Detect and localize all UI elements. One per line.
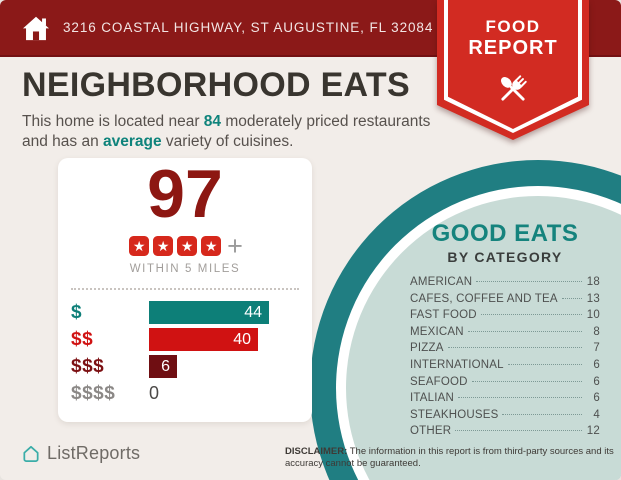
category-value: 6 bbox=[593, 375, 600, 388]
category-value: 6 bbox=[593, 392, 600, 405]
page-subtitle: This home is located near 84 moderately … bbox=[22, 113, 431, 151]
category-row: AMERICAN 18 bbox=[410, 276, 600, 293]
dotted-leader bbox=[507, 363, 582, 365]
category-row: OTHER 12 bbox=[410, 425, 600, 442]
category-label: FAST FOOD bbox=[410, 309, 477, 322]
category-label: SEAFOOD bbox=[410, 375, 468, 388]
star-rating: ★ ★ ★ ★ + bbox=[58, 230, 312, 261]
category-value: 7 bbox=[593, 342, 600, 355]
price-tier-label: $$ bbox=[71, 328, 94, 350]
category-row: INTERNATIONAL 6 bbox=[410, 359, 600, 376]
price-bar-value: 6 bbox=[161, 357, 170, 375]
category-value: 13 bbox=[586, 292, 600, 305]
category-value: 12 bbox=[586, 425, 600, 438]
category-value: 6 bbox=[593, 358, 600, 371]
disclaimer-text: The information in this report is from t… bbox=[285, 446, 614, 470]
category-value: 10 bbox=[586, 309, 600, 322]
price-bar: 44 bbox=[149, 301, 269, 324]
logo-text: ListReports bbox=[47, 443, 141, 463]
category-value: 18 bbox=[586, 276, 600, 288]
dotted-leader bbox=[476, 281, 582, 282]
category-label: INTERNATIONAL bbox=[410, 358, 504, 371]
category-value: 8 bbox=[593, 325, 600, 338]
dotted-leader bbox=[455, 430, 582, 432]
price-tier-label: $ bbox=[71, 301, 83, 323]
star-icon: ★ bbox=[153, 235, 174, 256]
disclaimer: DISCLAIMER: The information in this repo… bbox=[285, 446, 617, 471]
radius-label: WITHIN 5 MILES bbox=[129, 263, 241, 275]
category-row: ITALIAN 6 bbox=[410, 392, 600, 409]
price-row: $$$ 6 bbox=[71, 355, 299, 378]
category-label: STEAKHOUSES bbox=[410, 408, 499, 421]
category-row: STEAKHOUSES 4 bbox=[410, 409, 600, 426]
category-row: PIZZA 7 bbox=[410, 342, 600, 359]
restaurant-score: 97 bbox=[147, 158, 223, 232]
price-row: $$ 40 bbox=[71, 328, 299, 351]
dotted-leader bbox=[458, 397, 582, 399]
star-icon: ★ bbox=[129, 235, 150, 256]
category-row: CAFES, COFFEE AND TEA 13 bbox=[410, 293, 600, 310]
price-row: $$$$ 0 bbox=[71, 382, 299, 405]
category-row: MEXICAN 8 bbox=[410, 326, 600, 343]
address-text: 3216 COASTAL HIGHWAY, ST AUGUSTINE, FL 3… bbox=[63, 20, 434, 35]
dotted-leader bbox=[467, 330, 582, 332]
house-icon bbox=[23, 16, 49, 40]
category-label: ITALIAN bbox=[410, 392, 455, 405]
category-list: AMERICAN 18 CAFES, COFFEE AND TEA 13 FAST FO… bbox=[410, 276, 600, 442]
dotted-leader bbox=[561, 297, 582, 299]
price-bar: 6 bbox=[149, 355, 177, 378]
price-tier-label: $$$ bbox=[71, 355, 105, 377]
dotted-leader bbox=[471, 380, 582, 382]
score-card: 97 ★ ★ ★ ★ + WITHIN 5 MILES $44 $$ 40 $$$ 6 $$$$ 0 bbox=[58, 158, 312, 422]
price-bar-value: 40 bbox=[233, 330, 251, 348]
category-row: SEAFOOD 6 bbox=[410, 376, 600, 393]
price-bar: 40 bbox=[149, 328, 258, 351]
price-row: $44 bbox=[71, 301, 299, 324]
star-icon: ★ bbox=[177, 235, 198, 256]
price-bar-chart: $44 $$ 40 $$$ 6 $$$$ 0 bbox=[58, 301, 312, 405]
dotted-leader bbox=[502, 413, 582, 415]
badge-title-line2: REPORT bbox=[468, 37, 558, 59]
variety-highlight: average bbox=[103, 133, 162, 151]
dotted-leader bbox=[447, 347, 582, 349]
logo-house-icon bbox=[23, 445, 39, 462]
plus-icon: + bbox=[227, 230, 243, 261]
spoon-fork-icon bbox=[501, 75, 527, 101]
category-value: 4 bbox=[593, 408, 600, 421]
restaurant-count: 84 bbox=[203, 113, 222, 130]
good-eats-subtitle: BY CATEGORY bbox=[447, 249, 563, 265]
disclaimer-label: DISCLAIMER: bbox=[285, 446, 348, 457]
category-label: AMERICAN bbox=[410, 276, 473, 288]
star-icon: ★ bbox=[201, 235, 222, 256]
price-tier-label: $$$$ bbox=[71, 382, 116, 404]
dotted-leader bbox=[480, 314, 582, 316]
badge-title-line1: FOOD bbox=[485, 17, 541, 36]
category-label: MEXICAN bbox=[410, 325, 464, 338]
category-label: OTHER bbox=[410, 425, 452, 438]
good-eats-title: GOOD EATS bbox=[431, 220, 579, 247]
divider bbox=[71, 288, 299, 290]
listreports-logo: ListReports bbox=[21, 443, 140, 464]
price-bar-value: 0 bbox=[149, 383, 160, 403]
category-label: PIZZA bbox=[410, 342, 444, 355]
category-row: FAST FOOD 10 bbox=[410, 309, 600, 326]
page-title: NEIGHBORHOOD EATS bbox=[22, 66, 410, 104]
category-label: CAFES, COFFEE AND TEA bbox=[410, 292, 558, 305]
food-report-badge: FOOD REPORT bbox=[437, 0, 589, 140]
price-bar-value: 44 bbox=[244, 303, 262, 321]
